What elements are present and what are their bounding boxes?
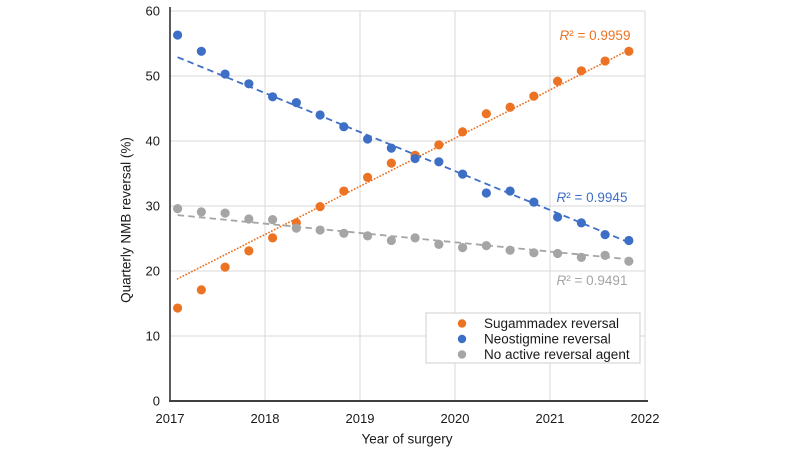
point-no_active (386, 235, 396, 246)
point-neostigmine (291, 98, 301, 108)
point-neostigmine (315, 110, 325, 120)
point-neostigmine (434, 157, 444, 167)
point-sugammadex (434, 140, 444, 150)
point-no_active (220, 208, 230, 218)
point-neostigmine (529, 197, 539, 207)
point-neostigmine (173, 30, 183, 40)
point-neostigmine (363, 134, 373, 144)
point-neostigmine (386, 143, 396, 153)
x-tick-label: 2020 (441, 411, 470, 426)
y-tick-label: 0 (153, 394, 160, 409)
x-tick-label: 2022 (631, 411, 660, 426)
y-tick-label: 60 (146, 4, 160, 19)
point-no_active (315, 225, 325, 235)
point-no_active (434, 239, 444, 249)
point-sugammadex (244, 246, 254, 256)
point-neostigmine (244, 79, 254, 89)
trendline-neostigmine (177, 56, 630, 244)
point-neostigmine (553, 212, 563, 222)
point-sugammadex (220, 262, 230, 272)
point-sugammadex (600, 56, 610, 66)
point-no_active (458, 243, 468, 253)
point-neostigmine (410, 153, 420, 164)
point-neostigmine (505, 186, 515, 196)
point-sugammadex (268, 233, 278, 243)
point-no_active (481, 241, 491, 251)
point-neostigmine (339, 122, 349, 132)
x-tick-label: 2019 (346, 411, 375, 426)
point-no_active (268, 215, 278, 225)
legend-marker-no_active (457, 350, 467, 359)
x-axis-title: Year of surgery (361, 431, 453, 447)
point-sugammadex (173, 303, 183, 313)
point-no_active (196, 207, 206, 217)
point-neostigmine (268, 92, 278, 102)
legend-marker-neostigmine (457, 334, 467, 344)
point-neostigmine (624, 235, 634, 246)
point-sugammadex (363, 172, 373, 182)
point-sugammadex (315, 202, 325, 212)
point-neostigmine (220, 69, 230, 79)
r2-label-sugammadex: R² = 0.9959 (560, 28, 631, 43)
point-neostigmine (600, 230, 610, 240)
point-neostigmine (576, 218, 586, 228)
r2-label-no_active: R² = 0.9491 (557, 273, 628, 288)
legend-label-sugammadex: Sugammadex reversal (484, 316, 619, 331)
point-sugammadex (458, 127, 468, 137)
legend-marker-sugammadex (457, 319, 467, 328)
point-sugammadex (339, 186, 349, 196)
x-tick-label: 2021 (536, 411, 565, 426)
point-sugammadex (505, 102, 515, 112)
point-no_active (576, 252, 586, 262)
y-tick-label: 20 (146, 264, 160, 279)
legend-label-neostigmine: Neostigmine reversal (484, 332, 611, 347)
point-sugammadex (576, 66, 586, 76)
y-axis-title: Quarterly NMB reversal (%) (118, 137, 134, 303)
y-tick-label: 10 (146, 329, 160, 344)
point-no_active (173, 204, 183, 214)
trendline-sugammadex (176, 49, 630, 280)
point-sugammadex (529, 91, 539, 101)
legend-label-no_active: No active reversal agent (484, 347, 630, 362)
point-no_active (410, 233, 420, 243)
point-no_active (244, 214, 254, 224)
point-no_active (291, 223, 301, 233)
y-tick-label: 30 (146, 199, 160, 214)
y-tick-label: 50 (146, 69, 160, 84)
point-no_active (363, 231, 373, 241)
point-neostigmine (196, 46, 206, 56)
point-neostigmine (458, 169, 468, 179)
point-sugammadex (624, 46, 634, 56)
point-neostigmine (481, 188, 491, 198)
y-tick-label: 40 (146, 134, 160, 149)
r2-label-neostigmine: R² = 0.9945 (557, 190, 628, 205)
point-no_active (600, 250, 610, 260)
point-no_active (339, 228, 349, 238)
point-sugammadex (553, 76, 563, 86)
point-sugammadex (481, 109, 491, 119)
point-no_active (529, 248, 539, 258)
point-no_active (505, 245, 515, 255)
x-tick-label: 2018 (251, 411, 280, 426)
point-no_active (624, 256, 634, 266)
point-sugammadex (386, 158, 396, 168)
point-no_active (553, 248, 563, 259)
point-sugammadex (196, 285, 206, 295)
x-tick-label: 2017 (156, 411, 185, 426)
